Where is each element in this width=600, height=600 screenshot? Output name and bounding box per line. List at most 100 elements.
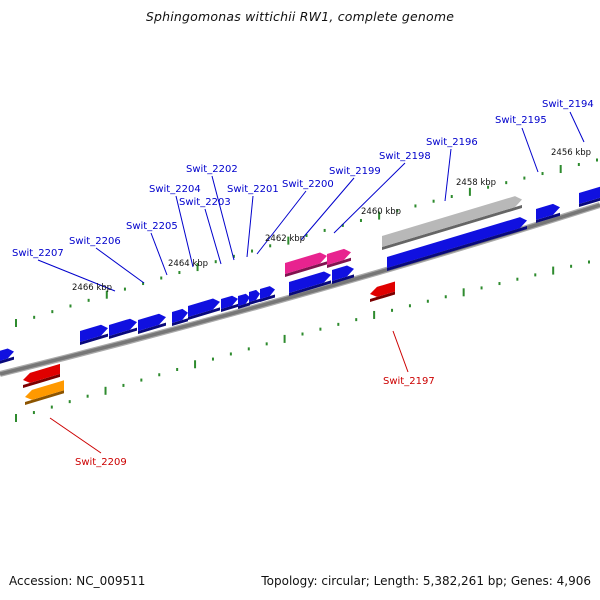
tick-lower xyxy=(319,327,322,331)
gene-arrow-swit-2206 xyxy=(109,318,137,336)
tick-upper xyxy=(596,158,598,162)
gene-arrow-rna-1-side xyxy=(285,261,327,277)
tick-upper xyxy=(196,263,199,272)
tick-lower xyxy=(444,295,447,299)
gene-label-swit-2201[interactable]: Swit_2201 xyxy=(227,184,279,195)
leader-swit-2204 xyxy=(175,195,194,268)
leader-swit-2203 xyxy=(204,208,222,265)
tick-upper xyxy=(232,254,235,258)
page-title: Sphingomonas wittichii RW1, complete gen… xyxy=(145,9,455,24)
leader-swit-2196 xyxy=(444,148,452,202)
gene-label-swit-2196[interactable]: Swit_2196 xyxy=(426,137,478,148)
leader-swit-2206 xyxy=(95,247,145,284)
gene-arrow-swit-2200-side xyxy=(289,280,331,296)
tick-upper xyxy=(251,249,254,253)
gene-arrow-swit-2195 xyxy=(536,203,560,220)
tick-upper xyxy=(378,211,381,220)
tick-upper xyxy=(15,319,17,327)
tick-upper xyxy=(468,187,471,196)
tick-lower xyxy=(86,394,89,398)
gene-arrow-rna-2 xyxy=(327,248,351,265)
gene-arrow-swit-2201b xyxy=(249,289,260,302)
gene-arrow-swit-2197-side xyxy=(370,291,395,302)
gene-label-swit-2202[interactable]: Swit_2202 xyxy=(186,164,238,175)
gene-label-swit-2195[interactable]: Swit_2195 xyxy=(495,115,547,126)
gene-label-swit-2194[interactable]: Swit_2194 xyxy=(542,99,594,110)
tick-label-2464: 2464 kbp xyxy=(168,259,208,269)
gene-label-swit-2203[interactable]: Swit_2203 xyxy=(179,197,231,208)
gene-arrow-swit-2209 xyxy=(23,363,60,383)
gene-arrow-swit-2207 xyxy=(80,324,108,342)
gene-label-swit-2197[interactable]: Swit_2197 xyxy=(383,376,435,387)
tick-lower xyxy=(462,288,465,297)
tick-upper xyxy=(214,260,217,264)
gene-arrow-swit-2199 xyxy=(332,265,354,281)
gene-arrow-swit-2202 xyxy=(221,295,238,309)
label-leader-lines xyxy=(37,111,585,454)
gene-arrow-swit-2203-side xyxy=(188,307,220,320)
tick-upper xyxy=(359,218,362,222)
leader-swit-2201 xyxy=(246,195,254,258)
tick-upper xyxy=(541,172,544,176)
gene-arrow-swit-2198-side xyxy=(387,226,527,271)
gene-arrow-swit-2196-side xyxy=(382,205,522,250)
tick-upper xyxy=(577,163,580,167)
gene-label-swit-2200[interactable]: Swit_2200 xyxy=(282,179,334,190)
gene-arrow-swit-2201c xyxy=(260,286,275,299)
tick-lower xyxy=(68,400,71,404)
gene-arrow-swit-2204 xyxy=(172,308,188,323)
gene-arrow-swit-2194-side xyxy=(579,197,600,207)
tick-lower xyxy=(247,347,250,351)
gene-arrow-swit-2209-side xyxy=(23,373,60,388)
tick-upper xyxy=(51,310,54,314)
tick-upper xyxy=(523,176,526,180)
tick-upper xyxy=(305,234,308,237)
gene-arrow-rna-1 xyxy=(285,252,327,274)
tick-label-2458: 2458 kbp xyxy=(456,178,496,188)
gene-label-swit-2199[interactable]: Swit_2199 xyxy=(329,166,381,177)
accession-text: Accession: NC_009511 xyxy=(9,574,146,588)
tick-lower xyxy=(32,411,35,415)
tick-lower xyxy=(480,286,483,290)
leader-swit-2199 xyxy=(300,177,355,241)
tick-lower xyxy=(391,308,394,312)
tick-lower xyxy=(229,352,232,356)
tick-label-2460: 2460 kbp xyxy=(361,207,401,217)
gene-features xyxy=(0,186,600,405)
tick-upper xyxy=(450,195,453,199)
tick-lower xyxy=(283,334,286,343)
gene-arrow-swit-2197 xyxy=(370,281,395,297)
gene-label-swit-2207[interactable]: Swit_2207 xyxy=(12,248,64,259)
gene-label-swit-2204[interactable]: Swit_2204 xyxy=(149,184,201,195)
tick-upper xyxy=(87,298,90,302)
tick-upper xyxy=(341,223,344,227)
tick-upper xyxy=(505,181,508,185)
leader-swit-2198 xyxy=(333,162,406,234)
tick-upper xyxy=(178,271,181,275)
tick-upper xyxy=(287,236,290,245)
tick-upper xyxy=(559,165,562,174)
tick-lower xyxy=(211,357,214,361)
tick-label-2462: 2462 kbp xyxy=(265,234,305,244)
gene-label-swit-2206[interactable]: Swit_2206 xyxy=(69,236,121,247)
leader-swit-2200 xyxy=(256,190,307,255)
leader-swit-2207 xyxy=(37,259,116,292)
genome-summary-text: Topology: circular; Length: 5,382,261 bp… xyxy=(261,574,591,588)
gene-arrow-swit-2201a-side xyxy=(238,302,250,309)
tick-lower xyxy=(355,318,358,322)
gene-label-swit-2198[interactable]: Swit_2198 xyxy=(379,151,431,162)
gene-arrow-rna-2-side xyxy=(327,257,351,268)
gene-label-swit-2205[interactable]: Swit_2205 xyxy=(126,221,178,232)
gene-arrow-swit-2199-side xyxy=(332,274,354,284)
tick-lower xyxy=(265,342,268,346)
tick-lower xyxy=(158,373,161,377)
tick-label-2456: 2456 kbp xyxy=(551,148,591,158)
tick-upper xyxy=(69,304,72,308)
gene-arrow-swit-2203 xyxy=(188,298,220,317)
tick-lower xyxy=(50,405,53,409)
gene-arrow-swit-2198 xyxy=(387,217,527,268)
tick-lower xyxy=(408,304,411,308)
gene-arrow-swit-2206-side xyxy=(109,327,137,339)
gene-label-swit-2209[interactable]: Swit_2209 xyxy=(75,457,127,468)
